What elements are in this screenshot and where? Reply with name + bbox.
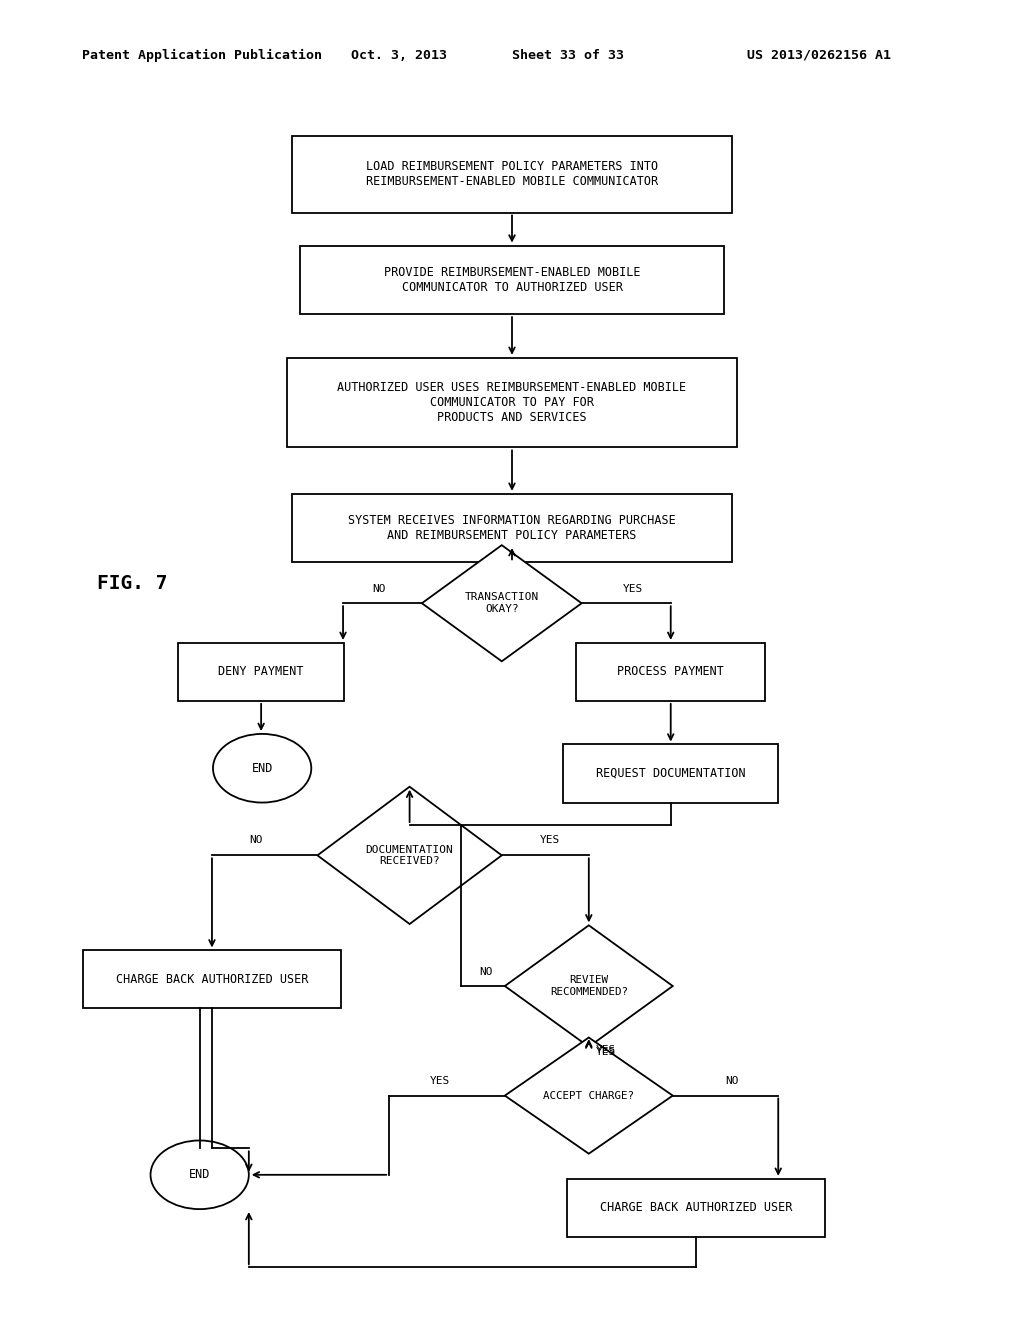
Text: FIG. 7: FIG. 7 [97, 574, 168, 593]
Text: REVIEW
RECOMMENDED?: REVIEW RECOMMENDED? [550, 975, 628, 997]
Text: Sheet 33 of 33: Sheet 33 of 33 [512, 49, 625, 62]
Polygon shape [317, 787, 502, 924]
FancyBboxPatch shape [83, 950, 341, 1008]
Text: END: END [252, 762, 272, 775]
Text: CHARGE BACK AUTHORIZED USER: CHARGE BACK AUTHORIZED USER [600, 1201, 793, 1214]
FancyBboxPatch shape [299, 246, 725, 314]
Text: NO: NO [249, 834, 263, 845]
Text: NO: NO [372, 583, 386, 594]
Text: TRANSACTION
OKAY?: TRANSACTION OKAY? [465, 593, 539, 614]
FancyBboxPatch shape [567, 1179, 825, 1237]
Text: PROVIDE REIMBURSEMENT-ENABLED MOBILE
COMMUNICATOR TO AUTHORIZED USER: PROVIDE REIMBURSEMENT-ENABLED MOBILE COM… [384, 265, 640, 294]
Text: YES: YES [540, 834, 560, 845]
Text: PROCESS PAYMENT: PROCESS PAYMENT [617, 665, 724, 678]
Text: YES: YES [596, 1047, 616, 1057]
Polygon shape [505, 925, 673, 1047]
Ellipse shape [213, 734, 311, 803]
FancyBboxPatch shape [575, 643, 766, 701]
Text: DOCUMENTATION
RECEIVED?: DOCUMENTATION RECEIVED? [366, 845, 454, 866]
Text: ACCEPT CHARGE?: ACCEPT CHARGE? [544, 1090, 634, 1101]
FancyBboxPatch shape [563, 744, 778, 803]
Text: NO: NO [725, 1076, 739, 1086]
Ellipse shape [151, 1140, 249, 1209]
FancyBboxPatch shape [287, 359, 737, 446]
Text: Oct. 3, 2013: Oct. 3, 2013 [351, 49, 447, 62]
Text: YES: YES [623, 583, 643, 594]
Text: AUTHORIZED USER USES REIMBURSEMENT-ENABLED MOBILE
COMMUNICATOR TO PAY FOR
PRODUC: AUTHORIZED USER USES REIMBURSEMENT-ENABL… [338, 381, 686, 424]
Text: Patent Application Publication: Patent Application Publication [82, 49, 322, 62]
Text: CHARGE BACK AUTHORIZED USER: CHARGE BACK AUTHORIZED USER [116, 973, 308, 986]
Polygon shape [505, 1038, 673, 1154]
Text: US 2013/0262156 A1: US 2013/0262156 A1 [748, 49, 891, 62]
Text: YES: YES [596, 1045, 616, 1056]
Text: REQUEST DOCUMENTATION: REQUEST DOCUMENTATION [596, 767, 745, 780]
Text: NO: NO [479, 966, 493, 977]
Text: YES: YES [430, 1076, 451, 1086]
FancyBboxPatch shape [292, 136, 732, 213]
FancyBboxPatch shape [178, 643, 344, 701]
FancyBboxPatch shape [292, 494, 732, 562]
Text: END: END [189, 1168, 210, 1181]
Polygon shape [422, 545, 582, 661]
Text: DENY PAYMENT: DENY PAYMENT [218, 665, 304, 678]
Text: LOAD REIMBURSEMENT POLICY PARAMETERS INTO
REIMBURSEMENT-ENABLED MOBILE COMMUNICA: LOAD REIMBURSEMENT POLICY PARAMETERS INT… [366, 160, 658, 189]
Text: SYSTEM RECEIVES INFORMATION REGARDING PURCHASE
AND REIMBURSEMENT POLICY PARAMETE: SYSTEM RECEIVES INFORMATION REGARDING PU… [348, 513, 676, 543]
